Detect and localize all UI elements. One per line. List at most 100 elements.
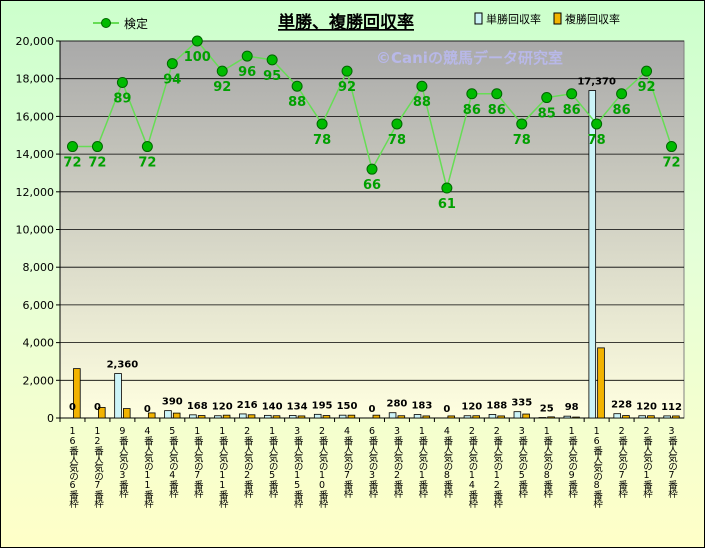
x-tick-label: 1番人気の9番枠: [566, 426, 578, 499]
line-data-label: 96: [238, 65, 256, 80]
legend-swatch-tansho: [474, 12, 483, 25]
x-tick-label: 1番人気の7番枠: [192, 426, 204, 499]
line-point: [341, 65, 353, 77]
x-tick-label: 3番人気の15番枠: [292, 426, 304, 509]
chart-title: 単勝、複勝回収率: [278, 12, 414, 33]
line-point: [91, 141, 103, 153]
line-point: [516, 118, 528, 130]
x-tick-label: 1番人気の1番枠: [416, 426, 428, 499]
line-data-label: 92: [213, 80, 231, 95]
line-point: [66, 141, 78, 153]
legend-line-marker: [101, 18, 111, 28]
bar-tansho: [288, 415, 297, 419]
bar-data-label: 150: [337, 401, 358, 412]
bar-tansho: [588, 90, 597, 419]
x-tick-label: 2番人気の2番枠: [242, 426, 254, 499]
bar-tansho: [164, 410, 172, 419]
line-data-label: 72: [88, 156, 106, 171]
bar-data-label: 228: [611, 400, 632, 411]
line-data-label: 72: [63, 156, 81, 171]
line-data-label: 78: [313, 133, 331, 148]
line-point: [141, 141, 153, 153]
line-data-label: 86: [463, 103, 481, 118]
bar-data-label: 98: [565, 402, 579, 413]
line-point: [566, 88, 578, 100]
bar-fukusho: [123, 408, 131, 419]
x-tick-label: 3番人気の7番枠: [666, 426, 678, 499]
x-tick-label: 1番人気の8番枠: [541, 426, 553, 499]
y-tick-label: 0: [47, 412, 54, 425]
y-tick-label: 14,000: [16, 148, 55, 161]
x-tick-label: 4番人気の8番枠: [441, 426, 453, 499]
y-tick-label: 4,000: [23, 337, 55, 350]
bar-fukusho: [73, 368, 81, 419]
y-tick-label: 16,000: [16, 110, 55, 123]
bar-tansho: [638, 415, 646, 419]
bar-tansho: [413, 414, 422, 419]
line-point: [641, 65, 653, 77]
y-tick-label: 18,000: [16, 73, 55, 86]
bar-fukusho: [222, 414, 231, 419]
bar-tansho: [114, 373, 122, 419]
bar-data-label: 0: [144, 404, 151, 415]
bar-data-label: 112: [661, 402, 682, 413]
bar-fukusho: [372, 414, 381, 419]
y-tick-label: 10,000: [16, 224, 55, 237]
line-point: [491, 88, 503, 100]
line-point: [416, 80, 428, 92]
line-data-label: 61: [438, 197, 456, 212]
bar-data-label: 2,360: [107, 360, 139, 371]
line-data-label: 88: [413, 95, 431, 110]
line-point: [266, 54, 278, 66]
line-point: [291, 80, 303, 92]
bar-fukusho: [547, 416, 555, 419]
bar-fukusho: [672, 415, 680, 419]
line-data-label: 94: [163, 73, 181, 88]
bar-data-label: 390: [162, 397, 183, 408]
bar-data-label: 0: [369, 404, 376, 415]
bar-fukusho: [172, 412, 181, 419]
bar-fukusho: [622, 415, 630, 419]
bar-tansho: [264, 414, 272, 419]
bar-data-label: 140: [262, 401, 283, 412]
x-tick-label: 6番人気の3番枠: [367, 426, 379, 499]
bar-fukusho: [322, 415, 331, 419]
legend-label-tansho: 単勝回収率: [486, 12, 541, 26]
bar-tansho: [613, 413, 621, 419]
bar-fukusho: [647, 415, 655, 419]
line-data-label: 78: [388, 133, 406, 148]
line-point: [391, 118, 403, 130]
bar-data-label: 195: [312, 400, 333, 411]
bar-tansho: [663, 415, 671, 419]
bar-fukusho: [422, 415, 431, 419]
bar-data-label: 335: [511, 398, 532, 409]
bar-fukusho: [497, 415, 505, 419]
x-tick-label: 2番人気の14番枠: [466, 426, 478, 509]
bar-fukusho: [397, 415, 406, 419]
y-tick-label: 2,000: [23, 374, 55, 387]
line-point: [591, 118, 603, 130]
line-data-label: 72: [662, 156, 680, 171]
line-data-label: 100: [184, 50, 211, 65]
bar-fukusho: [447, 415, 456, 419]
line-point: [191, 35, 203, 47]
bar-data-label: 17,370: [577, 77, 616, 88]
line-data-label: 92: [338, 80, 356, 95]
line-point: [116, 76, 128, 88]
bar-data-label: 120: [461, 402, 482, 413]
line-data-label: 86: [613, 103, 631, 118]
x-tick-label: 1番人気の11番枠: [217, 426, 229, 509]
bar-fukusho: [147, 412, 156, 419]
y-tick-label: 12,000: [16, 186, 55, 199]
x-tick-label: 3番人気の5番枠: [516, 426, 528, 499]
x-tick-label: 1番人気の5番枠: [267, 426, 279, 499]
legend-label-fukusho: 複勝回収率: [565, 12, 620, 26]
x-tick-label: 2番人気の7番枠: [616, 426, 628, 499]
bar-tansho: [463, 415, 472, 419]
x-tick-label: 3番人気の2番枠: [391, 426, 403, 499]
line-data-label: 86: [563, 103, 581, 118]
line-data-label: 92: [638, 80, 656, 95]
x-tick-label: 5番人気の4番枠: [167, 426, 179, 499]
